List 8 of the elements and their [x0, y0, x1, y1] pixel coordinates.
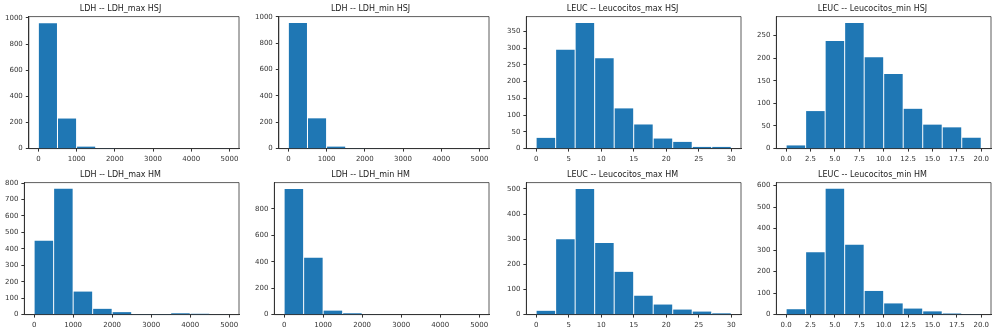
- chart-title: LEUC -- Leucocitos_min HSJ: [817, 3, 928, 13]
- chart-title: LDH -- LDH_max HSJ: [79, 3, 162, 13]
- chart-title: LEUC -- Leucocitos_min HM: [818, 169, 927, 179]
- chart-title: LDH -- LDH_max HM: [79, 169, 162, 179]
- chart-title: LDH -- LDH_min HM: [331, 169, 410, 179]
- chart-title: LEUC -- Leucocitos_max HSJ: [566, 3, 679, 13]
- chart-title: LEUC -- Leucocitos_max HM: [566, 169, 679, 179]
- chart-title: LDH -- LDH_min HSJ: [330, 3, 411, 13]
